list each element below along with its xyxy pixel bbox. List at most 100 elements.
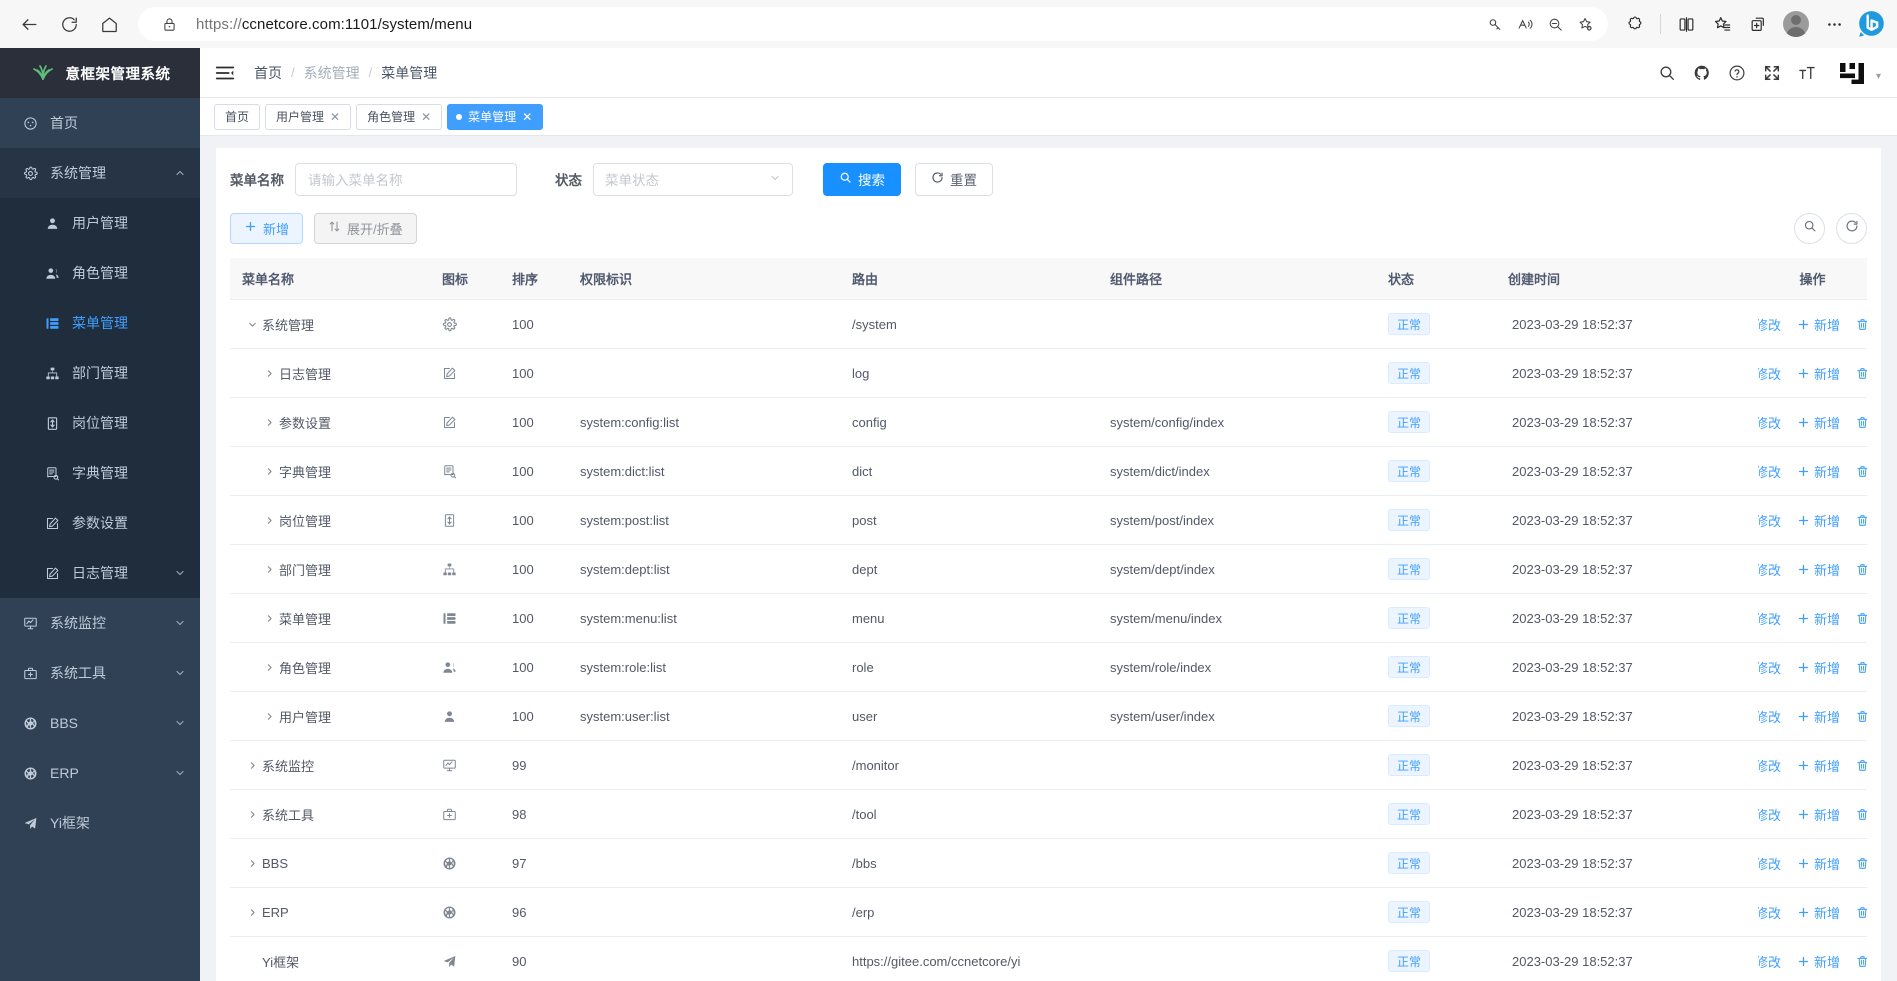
github-icon[interactable] bbox=[1693, 64, 1711, 82]
tab-home[interactable]: 首页 bbox=[214, 103, 261, 130]
more-options-icon[interactable] bbox=[1817, 7, 1851, 41]
op-新增-button[interactable]: 新增 bbox=[1797, 609, 1840, 628]
op-新增-button[interactable]: 新增 bbox=[1797, 805, 1840, 824]
op-新增-button[interactable]: 新增 bbox=[1797, 952, 1840, 971]
search-button[interactable]: 搜索 bbox=[823, 162, 901, 196]
sidebar-item-user-management[interactable]: 用户管理 bbox=[0, 198, 200, 248]
close-icon[interactable]: ✕ bbox=[421, 109, 432, 124]
chevron-right-icon[interactable] bbox=[259, 515, 279, 526]
font-size-icon[interactable] bbox=[1798, 64, 1816, 82]
op-删除-button[interactable]: 删除 bbox=[1856, 854, 1867, 873]
close-icon[interactable]: ✕ bbox=[330, 109, 341, 124]
search-toggle-button[interactable] bbox=[1794, 212, 1825, 244]
table-row[interactable]: Yi框架 90 https://gitee.com/ccnetcore/yi 正常 20… bbox=[230, 936, 1867, 981]
op-新增-button[interactable]: 新增 bbox=[1797, 756, 1840, 775]
op-修改-button[interactable]: 修改 bbox=[1758, 609, 1781, 628]
sidebar-item-tool[interactable]: 系统工具 bbox=[0, 648, 200, 698]
op-修改-button[interactable]: 修改 bbox=[1758, 952, 1781, 971]
op-删除-button[interactable]: 删除 bbox=[1856, 805, 1867, 824]
op-删除-button[interactable]: 删除 bbox=[1856, 315, 1867, 334]
chevron-right-icon[interactable] bbox=[259, 466, 279, 477]
op-修改-button[interactable]: 修改 bbox=[1758, 560, 1781, 579]
op-修改-button[interactable]: 修改 bbox=[1758, 707, 1781, 726]
chevron-right-icon[interactable] bbox=[242, 858, 262, 869]
favorites-icon[interactable] bbox=[1705, 7, 1739, 41]
add-button[interactable]: 新增 bbox=[230, 212, 304, 244]
op-修改-button[interactable]: 修改 bbox=[1758, 413, 1781, 432]
extensions-icon[interactable] bbox=[1618, 7, 1652, 41]
op-删除-button[interactable]: 删除 bbox=[1856, 560, 1867, 579]
op-新增-button[interactable]: 新增 bbox=[1797, 658, 1840, 677]
op-删除-button[interactable]: 删除 bbox=[1856, 364, 1867, 383]
chevron-right-icon[interactable] bbox=[259, 613, 279, 624]
profile-avatar[interactable] bbox=[1783, 11, 1809, 37]
op-删除-button[interactable]: 删除 bbox=[1856, 952, 1867, 971]
home-button[interactable] bbox=[90, 5, 128, 43]
op-修改-button[interactable]: 修改 bbox=[1758, 462, 1781, 481]
tab-user-management[interactable]: 用户管理 ✕ bbox=[265, 103, 352, 130]
op-删除-button[interactable]: 删除 bbox=[1856, 609, 1867, 628]
table-row[interactable]: 岗位管理 100 system:post:list post system/post/i… bbox=[230, 495, 1867, 545]
chevron-right-icon[interactable] bbox=[259, 368, 279, 379]
chevron-right-icon[interactable] bbox=[242, 907, 262, 918]
table-row[interactable]: 参数设置 100 system:config:list config system/co… bbox=[230, 397, 1867, 447]
table-row[interactable]: ERP 96/erp 正常 2023-03-29 18:52:37修改 新增删除 bbox=[230, 887, 1867, 937]
sidebar-item-yi-framework[interactable]: Yi框架 bbox=[0, 798, 200, 848]
op-删除-button[interactable]: 删除 bbox=[1856, 511, 1867, 530]
sidebar-item-dept-management[interactable]: 部门管理 bbox=[0, 348, 200, 398]
app-logo[interactable]: ▾ bbox=[1839, 61, 1881, 85]
reset-button[interactable]: 重置 bbox=[915, 162, 993, 196]
sidebar-item-bbs[interactable]: BBS bbox=[0, 698, 200, 748]
chevron-down-icon[interactable] bbox=[242, 319, 262, 330]
op-删除-button[interactable]: 删除 bbox=[1856, 903, 1867, 922]
hamburger-icon[interactable] bbox=[214, 62, 236, 84]
add-favorite-icon[interactable] bbox=[1570, 9, 1600, 39]
op-修改-button[interactable]: 修改 bbox=[1758, 511, 1781, 530]
fullscreen-icon[interactable] bbox=[1763, 64, 1781, 82]
op-删除-button[interactable]: 删除 bbox=[1856, 462, 1867, 481]
brand-header[interactable]: 意框架管理系统 bbox=[0, 48, 200, 98]
back-button[interactable] bbox=[10, 5, 48, 43]
sidebar-item-home[interactable]: 首页 bbox=[0, 98, 200, 148]
op-修改-button[interactable]: 修改 bbox=[1758, 805, 1781, 824]
table-row[interactable]: 用户管理 100 system:user:list user system/user/i… bbox=[230, 691, 1867, 741]
sidebar-item-post-management[interactable]: 岗位管理 bbox=[0, 398, 200, 448]
op-修改-button[interactable]: 修改 bbox=[1758, 364, 1781, 383]
sidebar-item-menu-management[interactable]: 菜单管理 bbox=[0, 298, 200, 348]
chevron-right-icon[interactable] bbox=[259, 417, 279, 428]
sidebar-item-config-settings[interactable]: 参数设置 bbox=[0, 498, 200, 548]
address-bar[interactable]: https://ccnetcore.com:1101/system/menu bbox=[138, 7, 1608, 41]
help-icon[interactable] bbox=[1728, 64, 1746, 82]
chevron-right-icon[interactable] bbox=[242, 760, 262, 771]
reload-button[interactable] bbox=[50, 5, 88, 43]
table-row[interactable]: 系统监控 99/monitor 正常 2023-03-29 18:52:37修改 新增删… bbox=[230, 740, 1867, 790]
status-select[interactable]: 菜单状态 bbox=[593, 162, 793, 196]
zoom-out-icon[interactable] bbox=[1540, 9, 1570, 39]
table-row[interactable]: 字典管理 100 system:dict:list dict system/dict/i… bbox=[230, 446, 1867, 496]
op-新增-button[interactable]: 新增 bbox=[1797, 854, 1840, 873]
table-row[interactable]: 系统管理 100/system 正常 2023-03-29 18:52:37修改 新增删… bbox=[230, 299, 1867, 349]
table-row[interactable]: 角色管理 100 system:role:list role system/role/i… bbox=[230, 642, 1867, 692]
tab-role-management[interactable]: 角色管理 ✕ bbox=[356, 103, 443, 130]
table-row[interactable]: 系统工具 98/tool 正常 2023-03-29 18:52:37修改 新增删除 bbox=[230, 789, 1867, 839]
op-新增-button[interactable]: 新增 bbox=[1797, 364, 1840, 383]
collections-icon[interactable] bbox=[1741, 7, 1775, 41]
op-删除-button[interactable]: 删除 bbox=[1856, 413, 1867, 432]
chevron-right-icon[interactable] bbox=[259, 711, 279, 722]
op-新增-button[interactable]: 新增 bbox=[1797, 560, 1840, 579]
op-删除-button[interactable]: 删除 bbox=[1856, 756, 1867, 775]
expand-collapse-button[interactable]: 展开/折叠 bbox=[314, 212, 417, 244]
menu-name-input[interactable]: 请输入菜单名称 bbox=[295, 162, 517, 196]
op-删除-button[interactable]: 删除 bbox=[1856, 707, 1867, 726]
op-新增-button[interactable]: 新增 bbox=[1797, 413, 1840, 432]
op-新增-button[interactable]: 新增 bbox=[1797, 315, 1840, 334]
breadcrumb-item-home[interactable]: 首页 bbox=[254, 64, 282, 81]
refresh-table-button[interactable] bbox=[1836, 212, 1867, 244]
chevron-right-icon[interactable] bbox=[242, 809, 262, 820]
search-icon[interactable] bbox=[1658, 64, 1676, 82]
sidebar-item-role-management[interactable]: 角色管理 bbox=[0, 248, 200, 298]
op-修改-button[interactable]: 修改 bbox=[1758, 658, 1781, 677]
op-删除-button[interactable]: 删除 bbox=[1856, 658, 1867, 677]
sidebar-item-monitor[interactable]: 系统监控 bbox=[0, 598, 200, 648]
tab-menu-management[interactable]: 菜单管理 ✕ bbox=[447, 103, 544, 130]
